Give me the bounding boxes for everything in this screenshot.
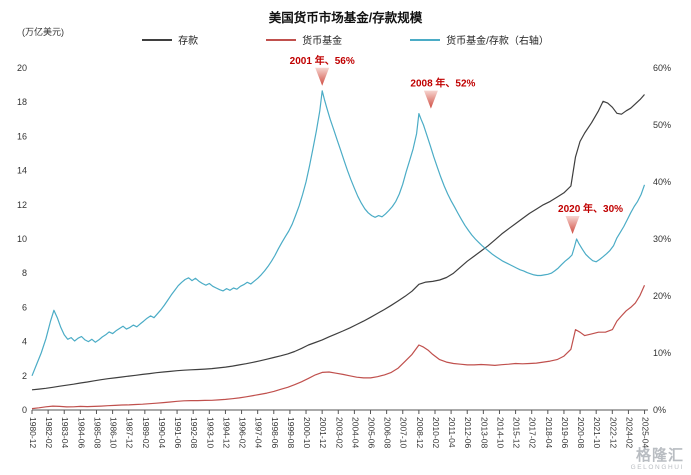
- left-axis-tick-label: 10: [17, 234, 27, 244]
- x-tick-label: 2008-12: [415, 417, 425, 448]
- x-tick-label: 2017-02: [528, 417, 538, 448]
- watermark-subtext: GELONGHUI: [630, 464, 684, 471]
- right-axis-tick-label: 10%: [653, 348, 671, 358]
- series-line-ratio: [31, 90, 646, 377]
- right-axis-tick-label: 0%: [653, 405, 666, 415]
- annotation-text: 2008 年、52%: [410, 77, 475, 90]
- x-tick-label: 1989-02: [141, 417, 151, 448]
- left-axis-tick-label: 2: [22, 371, 27, 381]
- annotation-down-arrow-icon: [315, 67, 330, 86]
- legend-line-swatch-mmf: [266, 38, 297, 41]
- legend-label-ratio: 货币基金/存款（右轴）: [446, 36, 549, 47]
- x-tick-label: 1996-02: [238, 417, 248, 448]
- x-tick-label: 2020-08: [576, 417, 586, 448]
- right-axis-tick-label: 50%: [653, 120, 671, 130]
- x-tick-label: 2021-10: [592, 417, 602, 448]
- right-axis-tick-label: 20%: [653, 291, 671, 301]
- legend: 存款 货币基金 货币基金/存款（右轴）: [0, 32, 691, 47]
- annotation-down-arrow-icon: [423, 90, 438, 109]
- x-tick-label: 1992-08: [189, 417, 199, 448]
- left-axis-tick-label: 20: [17, 63, 27, 73]
- series-line-mmf: [31, 284, 646, 410]
- x-tick-label: 1986-10: [109, 417, 119, 448]
- annotation-down-arrow-icon: [565, 216, 580, 234]
- x-tick-label: 1987-12: [125, 417, 135, 448]
- left-axis-unit-label: (万亿美元): [22, 27, 64, 37]
- annotation-text: 2020 年、30%: [558, 202, 623, 215]
- x-tick-label: 1990-04: [157, 417, 167, 448]
- x-tick-label: 2012-06: [463, 417, 473, 448]
- legend-item-mmf: 货币基金: [266, 32, 342, 47]
- x-tick-label: 2001-12: [318, 417, 328, 448]
- x-tick-label: 2003-02: [334, 417, 344, 448]
- right-axis-tick-label: 40%: [653, 177, 671, 187]
- legend-line-swatch-ratio: [410, 38, 441, 41]
- left-axis-tick-label: 6: [22, 302, 27, 312]
- x-tick-label: 2013-08: [479, 417, 489, 448]
- legend-item-deposits: 存款: [142, 32, 198, 47]
- x-tick-label: 1984-06: [76, 417, 86, 448]
- x-tick-label: 2019-06: [560, 417, 570, 448]
- x-tick-label: 1991-06: [173, 417, 183, 448]
- watermark: 格隆汇 GELONGHUI: [630, 447, 684, 472]
- left-axis-tick-label: 14: [17, 166, 27, 176]
- x-tick-label: 2018-04: [544, 417, 554, 448]
- right-axis-tick-label: 30%: [653, 234, 671, 244]
- x-tick-label: 2014-10: [495, 417, 505, 448]
- x-tick-label: 2011-04: [447, 417, 457, 448]
- x-tick-label: 1983-04: [60, 417, 70, 448]
- left-axis-tick-label: 4: [22, 337, 27, 347]
- left-axis-tick-label: 12: [17, 200, 27, 210]
- series-line-deposits: [31, 94, 645, 391]
- x-tick-label: 2006-08: [383, 417, 393, 448]
- x-tick-label: 2005-06: [367, 417, 377, 448]
- x-tick-label: 1999-08: [286, 417, 296, 448]
- x-tick-label: 2000-10: [302, 417, 312, 448]
- x-tick-label: 1982-02: [44, 417, 54, 448]
- x-tick-label: 2007-10: [399, 417, 409, 448]
- x-tick-label: 1993-10: [205, 417, 215, 448]
- x-tick-label: 2022-12: [608, 417, 618, 448]
- x-tick-label: 2024-02: [624, 417, 634, 448]
- x-tick-label: 1985-08: [92, 417, 102, 448]
- chart-title: 美国货币市场基金/存款规模: [268, 11, 423, 25]
- legend-label-deposits: 存款: [178, 36, 199, 47]
- x-tick-label: 1980-12: [28, 417, 38, 448]
- legend-label-mmf: 货币基金: [302, 36, 343, 47]
- x-tick-label: 1997-04: [254, 417, 264, 448]
- x-tick-label: 1994-12: [221, 417, 231, 448]
- legend-line-swatch-deposits: [142, 38, 173, 41]
- left-axis-tick-label: 16: [17, 131, 27, 141]
- left-axis-tick-label: 8: [22, 268, 27, 278]
- watermark-logo-text: 格隆汇: [635, 447, 684, 464]
- left-axis-tick-label: 18: [17, 97, 27, 107]
- annotation-text: 2001 年、56%: [290, 54, 355, 67]
- x-tick-label: 1998-06: [270, 417, 280, 448]
- left-axis-tick-label: 0: [22, 405, 27, 415]
- x-tick-label: 2004-04: [350, 417, 360, 448]
- x-tick-label: 2025-04: [641, 417, 651, 448]
- x-tick-label: 2010-02: [431, 417, 441, 448]
- legend-item-ratio: 货币基金/存款（右轴）: [410, 32, 549, 47]
- x-tick-label: 2015-12: [512, 417, 522, 448]
- right-axis-tick-label: 60%: [653, 63, 671, 73]
